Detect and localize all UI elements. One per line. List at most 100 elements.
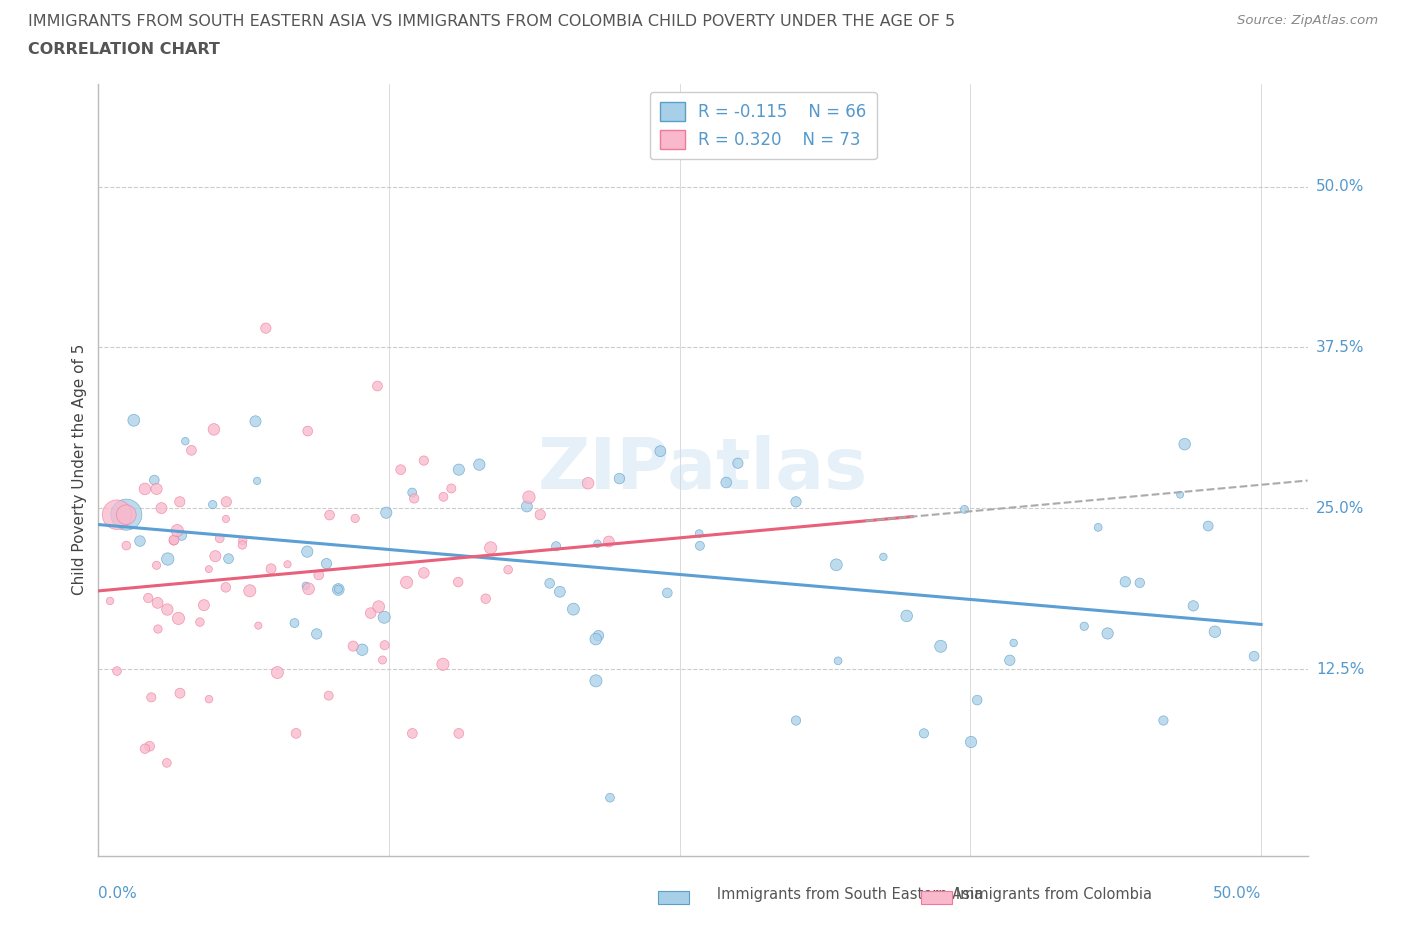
Text: IMMIGRANTS FROM SOUTH EASTERN ASIA VS IMMIGRANTS FROM COLOMBIA CHILD POVERTY UND: IMMIGRANTS FROM SOUTH EASTERN ASIA VS IM… [28, 14, 955, 29]
Point [318, 508, 340, 523]
Point [231, 538, 253, 552]
Point [366, 379, 388, 393]
Point [404, 491, 426, 506]
Text: ZIPatlas: ZIPatlas [538, 435, 868, 504]
Text: 12.5%: 12.5% [1316, 661, 1364, 676]
Text: Source: ZipAtlas.com: Source: ZipAtlas.com [1237, 14, 1378, 27]
Point [169, 495, 191, 510]
Point [650, 444, 672, 458]
Point [998, 653, 1021, 668]
Point [129, 534, 152, 549]
Point [143, 472, 166, 487]
Point [344, 511, 367, 525]
Point [447, 575, 470, 590]
Text: 50.0%: 50.0% [1316, 179, 1364, 194]
Text: 0.0%: 0.0% [98, 886, 138, 901]
Point [585, 673, 607, 688]
Point [960, 735, 983, 750]
Point [474, 591, 496, 606]
Point [122, 413, 145, 428]
Point [375, 505, 398, 520]
Point [146, 621, 169, 636]
Point [1087, 520, 1109, 535]
Point [328, 582, 350, 597]
Point [146, 595, 169, 610]
Point [315, 556, 337, 571]
Point [538, 576, 561, 591]
Point [872, 550, 894, 565]
Point [1197, 519, 1219, 534]
Point [588, 628, 610, 643]
Point [156, 755, 179, 770]
Point [688, 526, 710, 541]
Point [412, 565, 434, 580]
Point [305, 627, 328, 642]
Point [198, 562, 221, 577]
Point [395, 575, 418, 590]
Text: 50.0%: 50.0% [1213, 886, 1261, 901]
Point [308, 567, 330, 582]
Point [1182, 598, 1205, 613]
Point [246, 473, 269, 488]
Point [163, 532, 186, 547]
Point [193, 598, 215, 613]
Point [412, 453, 434, 468]
Point [496, 563, 519, 578]
Point [208, 531, 231, 546]
Point [609, 472, 631, 486]
Point [115, 507, 138, 522]
Point [373, 610, 395, 625]
Point [239, 583, 262, 598]
Point [785, 495, 807, 510]
Point [285, 726, 308, 741]
Point [401, 485, 423, 500]
Point [215, 580, 238, 595]
Point [105, 507, 128, 522]
Point [562, 602, 585, 617]
Point [352, 643, 374, 658]
Point [585, 631, 607, 646]
Point [134, 741, 156, 756]
Point [245, 414, 267, 429]
Point [260, 562, 283, 577]
Point [401, 726, 423, 741]
Point [170, 528, 193, 543]
Point [342, 639, 364, 654]
Point [966, 693, 988, 708]
Point [201, 498, 224, 512]
Point [156, 602, 179, 617]
Point [598, 534, 620, 549]
Point [150, 500, 173, 515]
Point [1204, 624, 1226, 639]
Point [912, 726, 935, 741]
Point [115, 538, 138, 553]
Point [689, 538, 711, 553]
Text: 25.0%: 25.0% [1316, 500, 1364, 516]
Text: Immigrants from Colombia: Immigrants from Colombia [942, 887, 1152, 902]
Point [1152, 713, 1174, 728]
Point [328, 582, 350, 597]
Point [586, 537, 609, 551]
Point [440, 481, 463, 496]
Point [1114, 575, 1136, 590]
Point [297, 424, 319, 439]
Point [479, 540, 502, 555]
Point [145, 482, 167, 497]
Point [174, 433, 197, 448]
Point [297, 581, 319, 596]
Point [318, 688, 340, 703]
Point [145, 558, 167, 573]
Point [548, 584, 571, 599]
Point [98, 593, 121, 608]
Point [141, 690, 163, 705]
Point [1243, 649, 1265, 664]
Point [134, 482, 156, 497]
Point [215, 512, 238, 526]
Point [215, 495, 238, 510]
Point [167, 611, 190, 626]
Point [374, 638, 396, 653]
Point [929, 639, 952, 654]
Point [283, 616, 305, 631]
Point [827, 654, 849, 669]
Point [166, 523, 188, 538]
